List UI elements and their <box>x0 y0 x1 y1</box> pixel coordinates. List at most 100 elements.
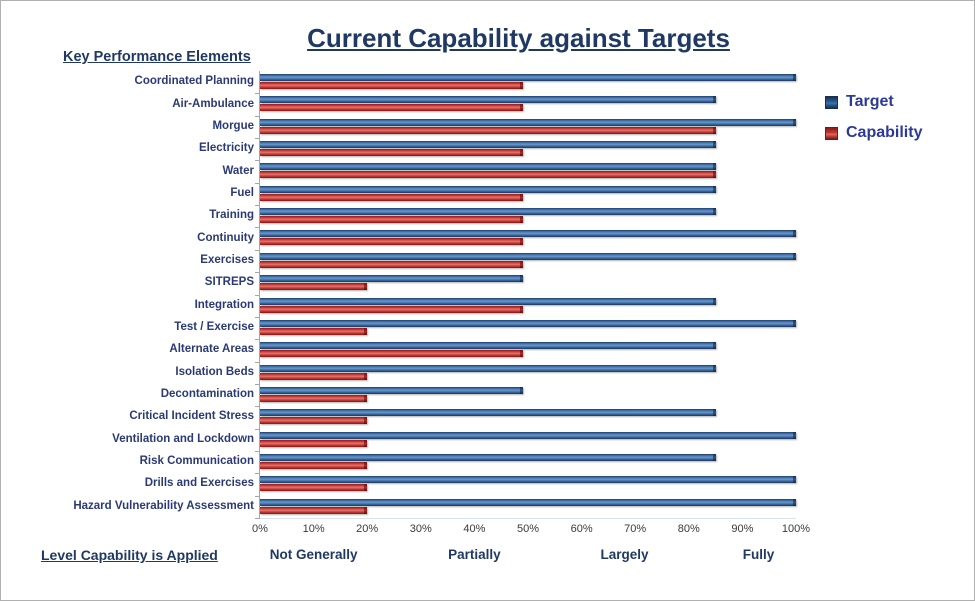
bar-target[interactable] <box>260 297 716 305</box>
category-tick <box>255 138 260 140</box>
bar-end-cap <box>364 283 368 291</box>
bar-end-cap <box>364 394 368 402</box>
bar-target[interactable] <box>260 230 796 238</box>
footer-level-label: Partially <box>448 547 501 562</box>
category-label: Exercises <box>200 253 254 266</box>
chart-row <box>260 160 796 182</box>
bar-target[interactable] <box>260 319 796 327</box>
chart-row <box>260 451 796 473</box>
bar-target[interactable] <box>260 431 796 439</box>
bar-end-cap <box>793 230 796 238</box>
bar-capability[interactable] <box>260 216 523 224</box>
legend-item[interactable]: Target <box>825 93 922 111</box>
value-axis-tick-label: 20% <box>356 523 379 535</box>
bar-target[interactable] <box>260 364 716 372</box>
bar-capability[interactable] <box>260 350 523 358</box>
chart-row <box>260 317 796 339</box>
bar-end-cap <box>712 171 716 179</box>
chart-row <box>260 116 796 138</box>
bar-end-cap <box>793 319 796 327</box>
bar-capability[interactable] <box>260 417 368 425</box>
bar-capability[interactable] <box>260 260 523 268</box>
category-tick <box>255 450 260 452</box>
chart-row <box>260 429 796 451</box>
category-tick <box>255 339 260 341</box>
bar-capability[interactable] <box>260 171 716 179</box>
bar-target[interactable] <box>260 208 716 216</box>
bar-target[interactable] <box>260 163 716 171</box>
chart-row <box>260 362 796 384</box>
bar-end-cap <box>712 364 716 372</box>
category-label: Risk Communication <box>139 455 254 468</box>
category-tick <box>255 160 260 162</box>
bar-capability[interactable] <box>260 149 523 157</box>
bar-target[interactable] <box>260 409 716 417</box>
bar-end-cap <box>793 252 796 260</box>
bar-end-cap <box>364 372 368 380</box>
footer-level-label: Largely <box>600 547 649 562</box>
bar-target[interactable] <box>260 342 716 350</box>
category-tick <box>255 227 260 229</box>
bar-capability[interactable] <box>260 238 523 246</box>
bar-target[interactable] <box>260 185 716 193</box>
bar-end-cap <box>712 96 716 104</box>
bar-capability[interactable] <box>260 283 368 291</box>
category-label: Continuity <box>197 231 254 244</box>
bar-target[interactable] <box>260 498 796 506</box>
legend-label: Target <box>846 93 894 110</box>
bar-target[interactable] <box>260 476 796 484</box>
bar-end-cap <box>793 431 796 439</box>
bar-target[interactable] <box>260 141 716 149</box>
category-label: Fuel <box>230 186 254 199</box>
category-tick <box>255 495 260 497</box>
category-tick <box>255 115 260 117</box>
value-axis-tick-label: 40% <box>463 523 486 535</box>
bar-capability[interactable] <box>260 126 716 134</box>
category-label: Integration <box>194 298 254 311</box>
bar-end-cap <box>519 193 523 201</box>
value-axis-tick-label: 80% <box>677 523 700 535</box>
bar-capability[interactable] <box>260 484 368 492</box>
bar-capability[interactable] <box>260 394 368 402</box>
chart-row <box>260 406 796 428</box>
bar-target[interactable] <box>260 453 716 461</box>
bar-target[interactable] <box>260 118 796 126</box>
bar-end-cap <box>519 238 523 246</box>
bar-end-cap <box>793 118 796 126</box>
bar-target[interactable] <box>260 386 523 394</box>
bar-capability[interactable] <box>260 372 368 380</box>
bar-capability[interactable] <box>260 327 368 335</box>
chart-row <box>260 339 796 361</box>
footer-level-label: Fully <box>742 547 775 562</box>
chart-row <box>260 71 796 93</box>
bar-capability[interactable] <box>260 439 368 447</box>
legend-swatch-icon <box>825 95 838 109</box>
bar-target[interactable] <box>260 74 796 81</box>
category-tick <box>255 473 260 475</box>
bar-end-cap <box>793 498 796 506</box>
bar-end-cap <box>519 149 523 157</box>
chart-row <box>260 93 796 115</box>
bar-capability[interactable] <box>260 305 523 313</box>
bar-target[interactable] <box>260 252 796 260</box>
bar-end-cap <box>519 386 523 394</box>
value-axis-tick-label: 60% <box>570 523 593 535</box>
chart-row <box>260 272 796 294</box>
category-label: Alternate Areas <box>169 343 254 356</box>
bar-capability[interactable] <box>260 82 523 89</box>
category-tick <box>255 205 260 207</box>
bar-target[interactable] <box>260 275 523 283</box>
legend-item[interactable]: Capability <box>825 124 922 142</box>
bar-capability[interactable] <box>260 506 368 514</box>
category-tick <box>255 406 260 408</box>
chart-row <box>260 250 796 272</box>
bar-capability[interactable] <box>260 104 523 112</box>
category-tick <box>255 518 260 519</box>
bar-capability[interactable] <box>260 193 523 201</box>
bar-target[interactable] <box>260 96 716 104</box>
category-label: SITREPS <box>204 276 254 289</box>
bar-end-cap <box>519 216 523 224</box>
bar-capability[interactable] <box>260 461 368 469</box>
category-label: Training <box>209 209 254 222</box>
